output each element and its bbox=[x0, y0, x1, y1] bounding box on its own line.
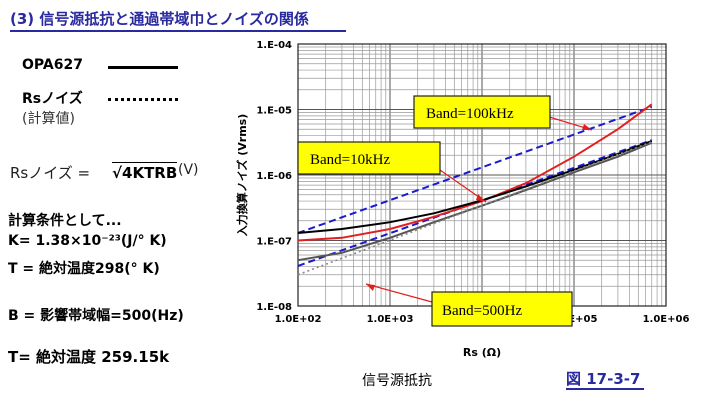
noise-chart: 1.0E+021.0E+031.0E+041.0E+051.0E+061.E-0… bbox=[235, 40, 689, 359]
condition-k: K= 1.38×10⁻²³(J/° K) bbox=[8, 233, 167, 249]
chart-axes: 1.0E+021.0E+031.0E+041.0E+051.0E+061.E-0… bbox=[235, 40, 689, 359]
title-underline bbox=[10, 30, 346, 32]
callout-arrowhead-10k bbox=[476, 194, 486, 202]
chart-callouts: Band=100kHz Band=10kHz Band=500Hz bbox=[297, 95, 593, 327]
y-tick-label: 1.E-08 bbox=[256, 302, 292, 313]
callout-arrowhead-500 bbox=[366, 284, 375, 291]
condition-title: 計算条件として... bbox=[8, 213, 122, 229]
note-temperature: T= 絶対温度 259.15k bbox=[8, 348, 170, 366]
legend-rs-label: Rsノイズ bbox=[22, 91, 83, 107]
callout-band-10k bbox=[297, 141, 441, 175]
series-line-0 bbox=[297, 105, 653, 234]
callout-band-10k-text: Band=10kHz bbox=[310, 152, 390, 168]
legend-rs-sublabel: (計算値) bbox=[22, 111, 75, 127]
y-tick-label: 1.E-05 bbox=[256, 106, 292, 117]
callout-band-100k-text: Band=100kHz bbox=[426, 106, 514, 122]
x-tick-label: 1.0E+06 bbox=[643, 314, 690, 325]
condition-b: B = 影響帯域幅=500(Hz) bbox=[8, 308, 184, 324]
x-tick-label: 1.0E+03 bbox=[367, 314, 414, 325]
legend-opa-line bbox=[108, 66, 178, 69]
callout-band-100k bbox=[413, 95, 551, 129]
legend-rs-line bbox=[108, 98, 178, 101]
figure-label-underline bbox=[566, 388, 644, 390]
y-tick-label: 1.E-06 bbox=[256, 171, 292, 182]
page-title: (3) 信号源抵抗と通過帯域巾とノイズの関係 bbox=[10, 10, 309, 28]
condition-t: T = 絶対温度298(° K) bbox=[8, 261, 160, 277]
callout-band-500 bbox=[431, 291, 573, 327]
x-tick-label: 1.0E+02 bbox=[275, 314, 322, 325]
callout-arrow-500 bbox=[365, 283, 433, 303]
x-tick-label: 1.0E+05 bbox=[551, 314, 598, 325]
chart-series bbox=[297, 103, 653, 276]
y-tick-label: 1.E-07 bbox=[256, 237, 292, 248]
formula-unit: (V) bbox=[178, 162, 199, 178]
formula-sqrt: √4KTRB bbox=[112, 162, 178, 182]
figure-label: 図 17-3-7 bbox=[566, 370, 641, 388]
x-caption: 信号源抵抗 bbox=[362, 373, 432, 389]
callout-band-500-text: Band=500Hz bbox=[442, 303, 522, 319]
y-axis-label: 入力換算ノイズ (Vrms) bbox=[235, 114, 249, 237]
legend-opa-label: OPA627 bbox=[22, 57, 83, 73]
x-axis-label: Rs (Ω) bbox=[463, 346, 501, 359]
formula-prefix: Rsノイズ = bbox=[10, 164, 91, 182]
y-tick-label: 1.E-04 bbox=[256, 40, 292, 51]
callout-arrowhead-100k bbox=[582, 124, 592, 130]
chart-grid bbox=[297, 44, 666, 307]
